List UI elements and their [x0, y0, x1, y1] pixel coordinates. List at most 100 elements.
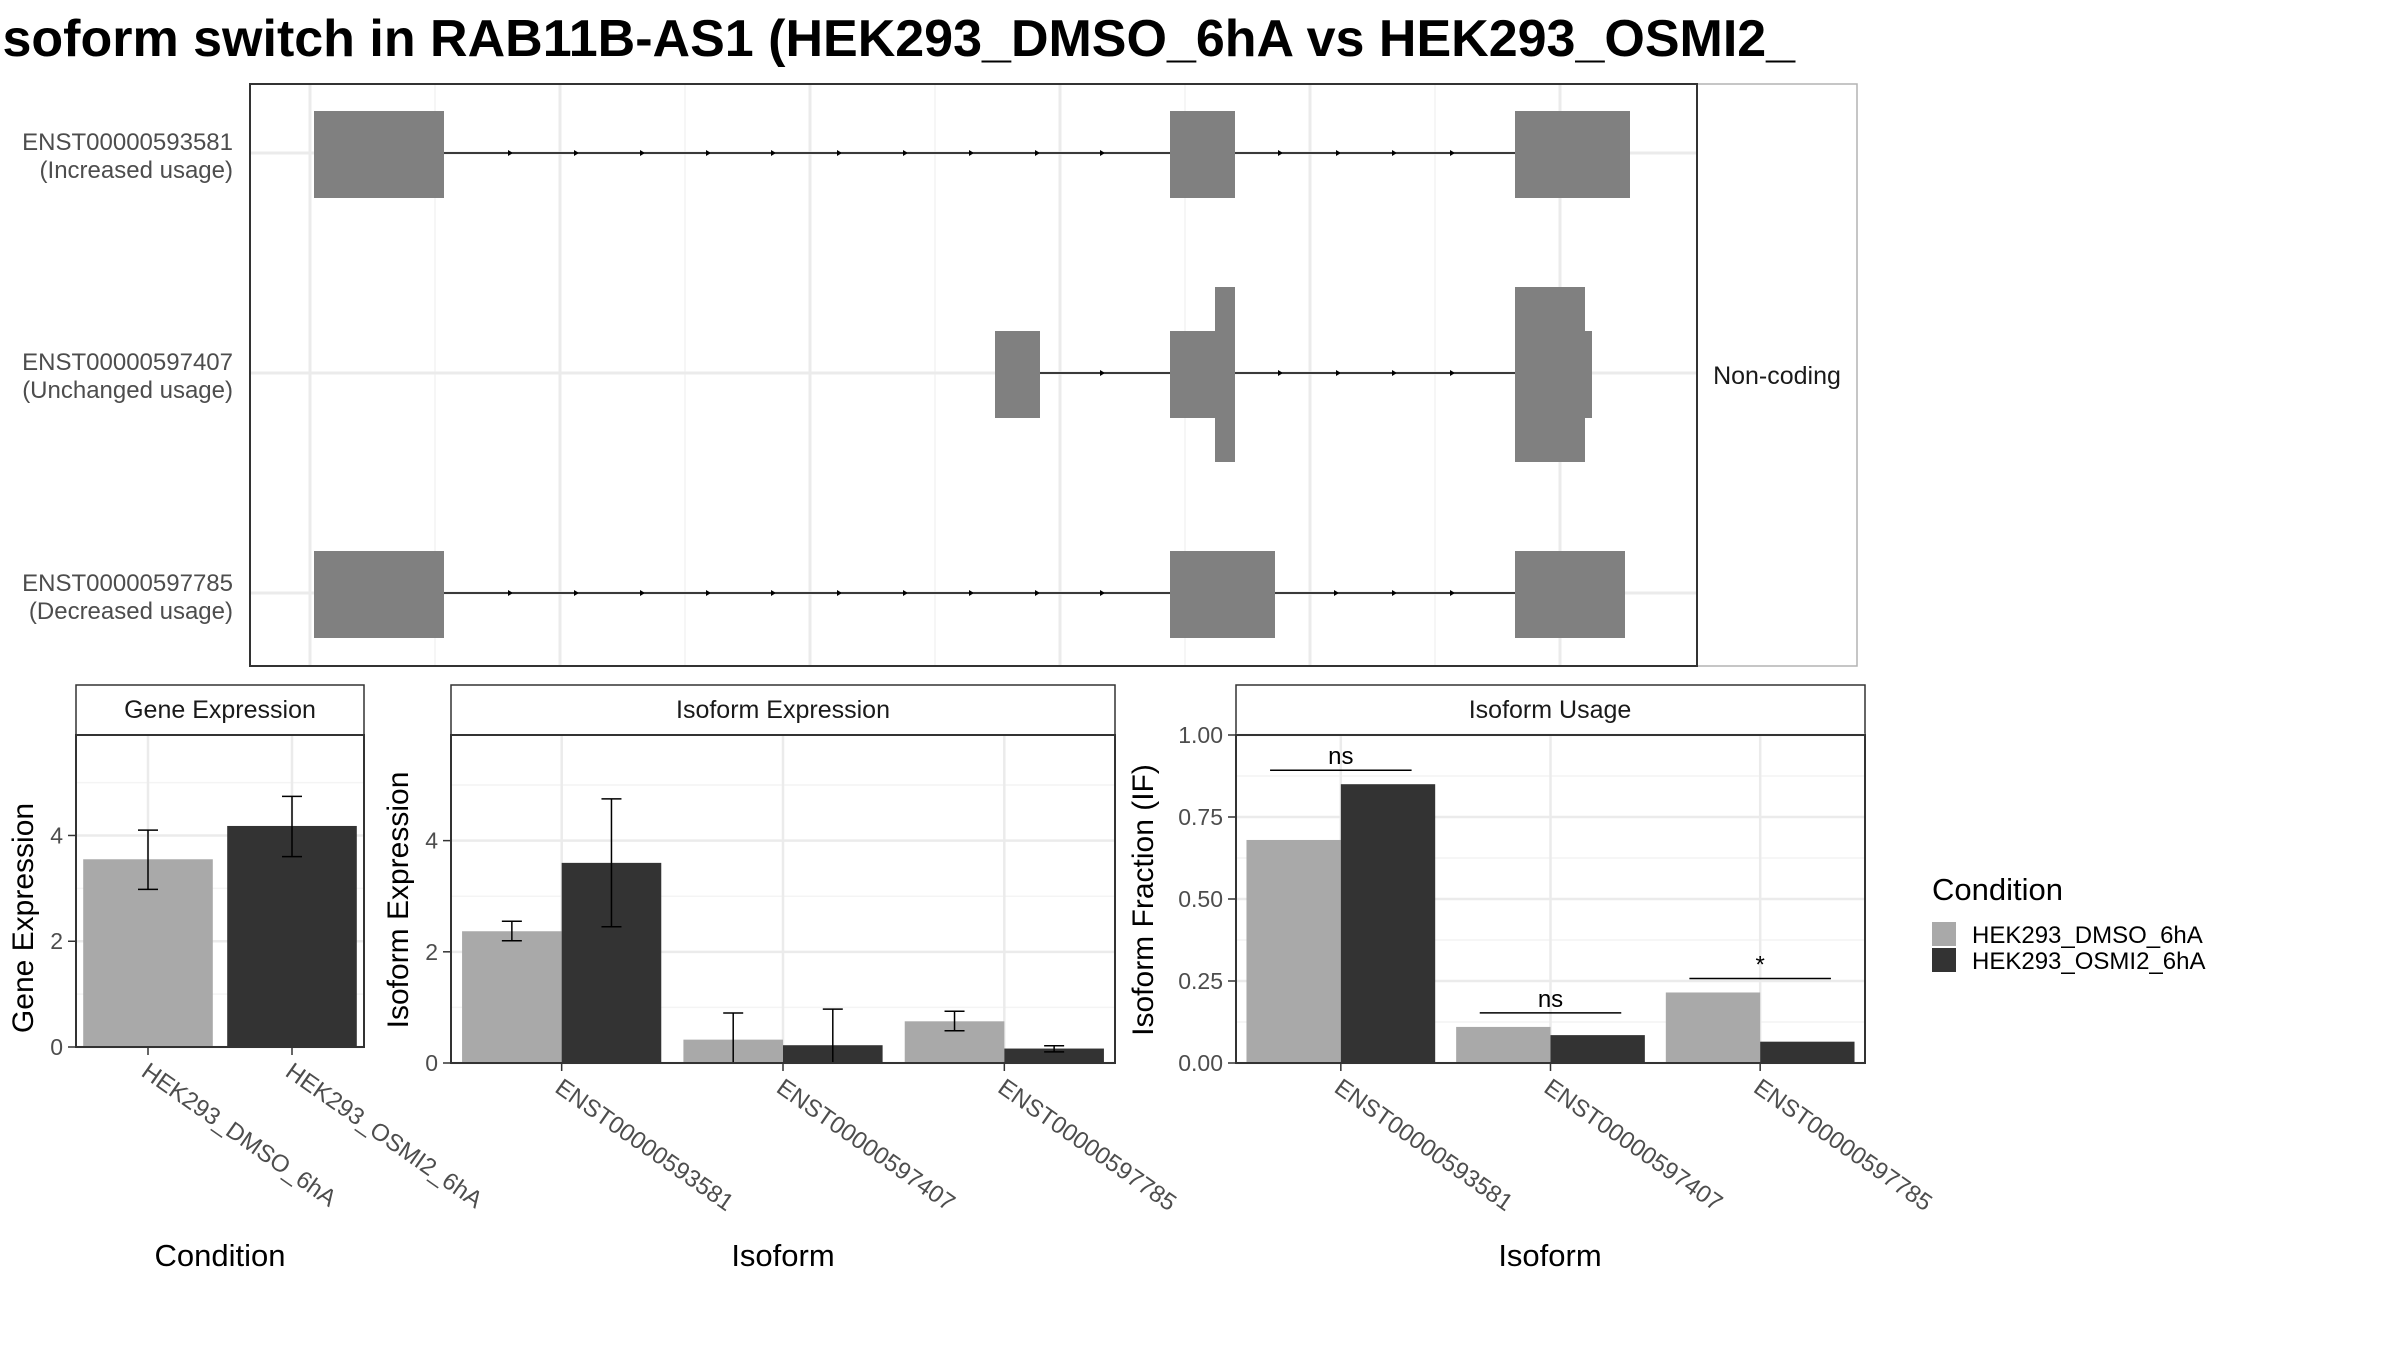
transcript-1-exon-1 [314, 111, 444, 198]
intron-arrow-t1a-8 [1035, 150, 1040, 156]
y-tick-label-1: 2 [425, 939, 438, 965]
transcript-2-exon-3 [1515, 331, 1592, 418]
bar-enst00000593581-s0 [1246, 839, 1341, 1063]
isoform-usage-strip-title: Isoform Usage [1469, 696, 1632, 724]
x-tick-label-2: ENST00000597785 [993, 1074, 1181, 1217]
intron-arrow-t3a-7 [969, 590, 974, 596]
intron-arrow-t3b-2 [1450, 590, 1455, 596]
intron-arrow-t1a-9 [1100, 150, 1105, 156]
legend: Condition HEK293_DMSO_6hA HEK293_OSMI2_6… [1932, 872, 2205, 975]
transcript-1-id: ENST00000593581 [22, 129, 233, 156]
legend-item-dmso: HEK293_DMSO_6hA [1972, 922, 2203, 949]
intron-arrow-t2b-2 [1392, 370, 1397, 376]
significance-label-2: * [1755, 951, 1764, 978]
intron-arrow-t3a-5 [837, 590, 842, 596]
x-tick-label-1: ENST00000597407 [772, 1074, 960, 1217]
transcript-2-exon-2-cds [1215, 287, 1235, 462]
intron-arrow-t1a-0 [508, 150, 513, 156]
bar-enst00000597407-s0 [1456, 1026, 1551, 1063]
intron-arrow-t1b-1 [1336, 150, 1341, 156]
intron-arrow-t2b-1 [1336, 370, 1341, 376]
isoform-usage-strip [1235, 684, 1866, 736]
intron-arrow-t3b-0 [1334, 590, 1339, 596]
y-tick-label-2: 0.50 [1178, 886, 1223, 912]
gene-expression-xlabel: Condition [155, 1238, 286, 1273]
intron-arrow-t2b-0 [1278, 370, 1283, 376]
isoform-usage-panel: Isoform Usage 0.00 0.25 0.50 0.75 1.00 ENST00… [1127, 684, 1937, 1273]
intron-arrow-t1a-5 [837, 150, 842, 156]
bar-enst00000597407-s1 [1550, 1035, 1645, 1063]
gene-expression-ylabel: Gene Expression [7, 803, 40, 1033]
transcript-3-usage: (Decreased usage) [29, 598, 233, 625]
isoform-expression-strip [450, 684, 1116, 736]
gene-expression-panel: Gene Expression 024HEK293_DMSO_6hAHEK293… [7, 684, 487, 1273]
intron-arrow-t3a-6 [903, 590, 908, 596]
y-tick-label-2: 4 [425, 828, 438, 854]
transcript-2-id: ENST00000597407 [22, 349, 233, 376]
panel-border [450, 734, 1116, 1064]
panel-border [75, 734, 365, 1048]
bar-enst00000597785-s1 [1760, 1041, 1855, 1063]
transcript-3-exon-3 [1515, 551, 1625, 638]
isoform-expression-strip-title: Isoform Expression [676, 696, 890, 724]
intron-arrow-t2b-3 [1450, 370, 1455, 376]
structure-panel-border [249, 83, 1698, 667]
y-tick-label-1: 2 [50, 928, 63, 954]
legend-swatch-osmi [1932, 948, 1956, 972]
structure-strip-area [1696, 83, 1858, 667]
y-tick-label-0: 0 [425, 1050, 438, 1076]
transcript-3-exon-1 [314, 551, 444, 638]
intron-arrow-t1a-2 [640, 150, 645, 156]
x-tick-label-1: ENST00000597407 [1539, 1074, 1727, 1217]
transcript-2-exon-1 [995, 331, 1040, 418]
y-tick-label-2: 4 [50, 822, 63, 848]
transcript-3-id: ENST00000597785 [22, 570, 233, 597]
transcript-1-usage: (Increased usage) [40, 157, 233, 184]
x-tick-label-2: ENST00000597785 [1749, 1074, 1937, 1217]
figure-title: Isoform switch in RAB11B-AS1 (HEK293_DMS… [0, 10, 1796, 68]
bar-enst00000593581-s0 [462, 931, 562, 1063]
bar-enst00000597785-s0 [1665, 992, 1761, 1063]
intron-arrow-t1b-2 [1392, 150, 1397, 156]
intron-arrow-t1a-6 [903, 150, 908, 156]
intron-arrow-t3a-9 [1100, 590, 1105, 596]
y-tick-label-4: 1.00 [1178, 722, 1223, 748]
panel-border [1235, 734, 1866, 1064]
transcript-1-exon-3 [1515, 111, 1630, 198]
isoform-usage-xlabel: Isoform [1498, 1238, 1601, 1273]
legend-title: Condition [1932, 872, 2063, 907]
intron-arrow-t3a-4 [771, 590, 776, 596]
gene-expression-strip-title: Gene Expression [124, 696, 316, 724]
gene-structure-panel: Non-coding ENST00000593581 (Increased us… [22, 83, 1858, 667]
intron-arrow-t3a-0 [508, 590, 513, 596]
significance-label-0: ns [1328, 743, 1353, 770]
bar-enst00000597785-s1 [1004, 1048, 1104, 1063]
legend-item-osmi: HEK293_OSMI2_6hA [1972, 948, 2205, 975]
y-tick-label-0: 0.00 [1178, 1050, 1223, 1076]
isoform-expression-xlabel: Isoform [731, 1238, 834, 1273]
y-tick-label-1: 0.25 [1178, 968, 1223, 994]
intron-arrow-t1a-4 [771, 150, 776, 156]
bar-enst00000593581-s1 [1340, 784, 1436, 1063]
isoform-expression-plot: 0 2 4 ENST00000593581 ENST00000597407 ENST000… [425, 734, 1181, 1217]
intron-arrow-t1b-3 [1450, 150, 1455, 156]
transcript-2-usage: (Unchanged usage) [22, 377, 233, 404]
bar-hek293_osmi2_6ha [227, 825, 357, 1047]
structure-strip-label: Non-coding [1713, 362, 1841, 390]
x-tick-label-0: ENST00000593581 [1329, 1074, 1517, 1217]
legend-swatch-dmso [1932, 922, 1956, 946]
intron-arrow-t3b-1 [1392, 590, 1397, 596]
bar-hek293_dmso_6ha [83, 859, 213, 1047]
intron-arrow-t3a-8 [1035, 590, 1040, 596]
intron-arrow-t3a-3 [706, 590, 711, 596]
intron-arrow-t3a-1 [574, 590, 579, 596]
intron-arrow-t1b-0 [1278, 150, 1283, 156]
y-tick-label-3: 0.75 [1178, 804, 1223, 830]
x-tick-label-0: ENST00000593581 [550, 1074, 738, 1217]
significance-label-1: ns [1538, 986, 1563, 1013]
transcript-1-exon-2 [1170, 111, 1235, 198]
